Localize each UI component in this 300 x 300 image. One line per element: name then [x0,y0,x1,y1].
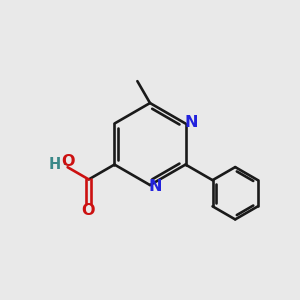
Text: ·: · [61,156,67,174]
Text: H: H [49,158,61,172]
Text: O: O [81,203,95,218]
Text: O: O [61,154,75,169]
Text: N: N [184,115,198,130]
Text: N: N [148,179,162,194]
